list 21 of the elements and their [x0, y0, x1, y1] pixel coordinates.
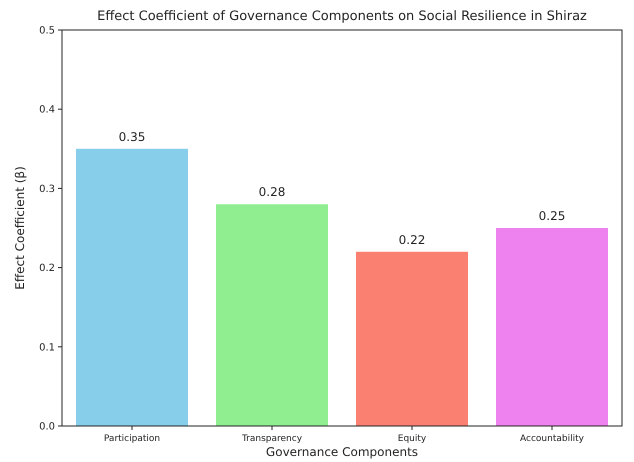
- x-tick-label: Transparency: [240, 434, 303, 444]
- data-label: 0.22: [398, 232, 426, 247]
- y-tick-label: 0.3: [39, 184, 55, 195]
- y-axis-title: Effect Coefficient (β): [13, 166, 27, 290]
- data-label: 0.28: [258, 185, 286, 200]
- y-tick-label: 0.2: [39, 263, 55, 274]
- y-tick-label: 0.1: [39, 342, 55, 354]
- y-tick-label: 0.4: [39, 104, 55, 116]
- x-tick-label: Participation: [104, 434, 160, 444]
- bar: [76, 148, 188, 426]
- data-label: 0.25: [538, 209, 566, 223]
- bar: [216, 204, 328, 426]
- bar: [496, 228, 608, 426]
- bar: [356, 252, 468, 426]
- x-axis-title: Governance Components: [266, 445, 418, 459]
- y-tick-label: 0.0: [39, 422, 55, 432]
- x-tick-label: Equity: [398, 434, 427, 444]
- x-tick-label: Accountability: [520, 434, 585, 444]
- y-tick-label: 0.5: [39, 26, 55, 36]
- chart-title: Effect Coefficient of Governance Components on Social Resilience in Shiraz: [97, 9, 588, 24]
- data-label: 0.35: [118, 130, 146, 144]
